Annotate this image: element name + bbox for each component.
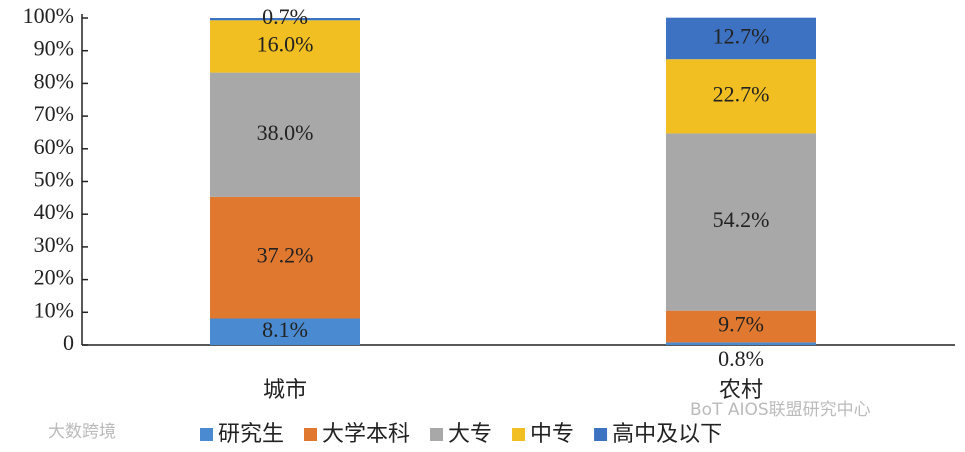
bar-segment (666, 133, 816, 311)
y-tick-label: 90% (34, 36, 74, 61)
legend-label: 研究生 (218, 421, 284, 446)
watermark: 大数跨境 (48, 422, 116, 442)
legend-label: 中专 (530, 421, 574, 446)
legend-label: 高中及以下 (612, 421, 722, 446)
value-label: 54.2% (713, 207, 770, 232)
x-tick-label: 农村 (719, 377, 763, 402)
bar-segment (210, 196, 360, 319)
y-tick-label: 20% (34, 265, 74, 290)
bar-segment (210, 72, 360, 197)
value-label: 12.7% (713, 23, 770, 48)
legend-label: 大专 (448, 421, 492, 446)
value-label: 0.8% (718, 346, 764, 371)
legend-swatch (512, 428, 526, 441)
y-tick-label: 60% (34, 134, 74, 159)
watermark: BoT AIOS联盟研究中心 (690, 400, 871, 420)
bar-segment (666, 310, 816, 343)
value-label: 8.1% (262, 317, 308, 342)
y-tick-label: 30% (34, 232, 74, 257)
y-tick-label: 10% (34, 297, 74, 322)
x-tick-label: 城市 (263, 377, 307, 402)
value-label: 16.0% (257, 31, 314, 56)
y-tick-label: 40% (34, 199, 74, 224)
value-label: 22.7% (713, 81, 770, 106)
legend-swatch (430, 428, 444, 441)
value-label: 0.7% (262, 4, 308, 29)
bar-segment (210, 318, 360, 345)
value-label: 37.2% (257, 243, 314, 268)
legend-swatch (200, 428, 213, 441)
value-label: 9.7% (718, 312, 764, 337)
legend-label: 大学本科 (322, 421, 410, 446)
y-tick-label: 0 (63, 330, 74, 355)
bar-segment (666, 17, 816, 60)
bar-segment (210, 20, 360, 73)
bar-segment (666, 59, 816, 134)
bar-segment (666, 342, 816, 345)
legend-swatch (594, 428, 608, 441)
y-tick-label: 70% (34, 101, 74, 126)
y-tick-label: 80% (34, 68, 74, 93)
value-label: 38.0% (257, 120, 314, 145)
bar-segment (210, 18, 360, 21)
y-tick-label: 50% (34, 167, 74, 192)
y-tick-label: 100% (23, 3, 74, 28)
legend-swatch (304, 428, 318, 441)
